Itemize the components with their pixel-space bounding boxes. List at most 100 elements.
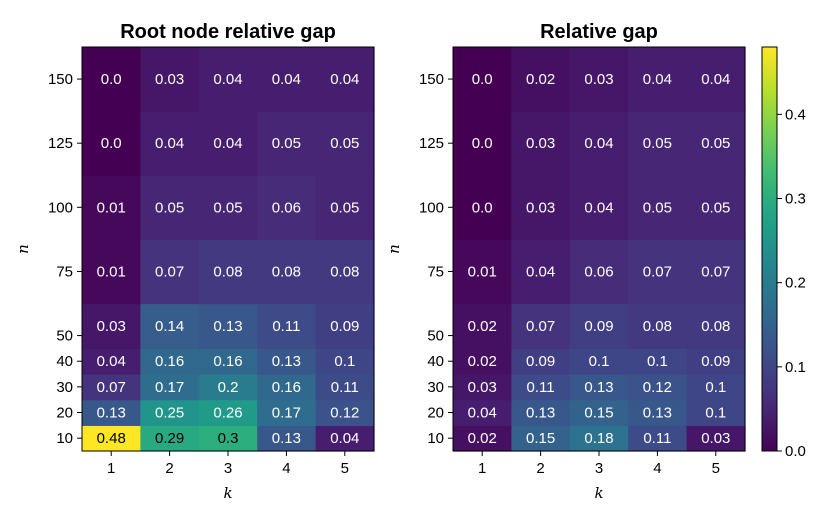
heatmap-relative-gap: 0.02 0.15 0.18 0.11 0.030.04 0.13 0.15 0.13 0.10… [385, 21, 746, 502]
colorbar-tick-label: 0.3 [785, 191, 806, 208]
heatmap-cell [140, 175, 200, 240]
heatmap-cell [511, 374, 571, 401]
x-axis-label: k [223, 484, 232, 502]
cell-value-label: 0.08 [643, 318, 672, 335]
cell-value-label: 0.0 [472, 71, 493, 88]
heatmap-cell [569, 111, 629, 176]
y-tick-label: 30 [427, 379, 444, 396]
cell-value-label: 0.13 [526, 405, 555, 422]
cell-value-label: 0.25 [155, 405, 184, 422]
chart-title: Relative gap [540, 21, 658, 43]
cell-value-label: 0.04 [643, 71, 672, 88]
cell-value-label: 0.04 [97, 353, 126, 370]
y-tick-label: 50 [56, 328, 73, 345]
heatmap-cell [453, 303, 512, 349]
heatmap-cell [315, 425, 375, 452]
cell-value-label: 0.03 [701, 430, 730, 447]
cell-value-label: 0.04 [584, 199, 613, 216]
cell-value-label: 0.3 [218, 430, 239, 447]
x-tick-label: 1 [478, 460, 486, 477]
cell-value-label: 0.05 [213, 199, 242, 216]
heatmap-cell [686, 111, 746, 176]
heatmap-cell [82, 303, 141, 349]
cell-value-label: 0.05 [701, 135, 730, 152]
heatmap-cell [569, 239, 629, 305]
heatmap-cell [453, 47, 512, 112]
heatmap-cell [686, 425, 746, 452]
colorbar-tick-label: 0.2 [785, 275, 806, 292]
cell-value-label: 0.15 [584, 405, 613, 422]
cell-value-label: 0.02 [468, 430, 497, 447]
colorbar-tick-label: 0.4 [785, 106, 806, 123]
cell-value-label: 0.13 [272, 353, 301, 370]
heatmap-cell [628, 374, 688, 401]
x-tick-label: 4 [653, 460, 661, 477]
cell-value-label: 0.0 [472, 199, 493, 216]
y-axis-label: n [385, 244, 403, 254]
y-tick-label: 10 [427, 430, 444, 447]
heatmap-cell [257, 239, 317, 305]
colorbar-tick-label: 0.1 [785, 359, 806, 376]
y-tick-label: 100 [419, 199, 444, 216]
cell-value-label: 0.09 [330, 318, 359, 335]
heatmap-cell [511, 303, 571, 349]
cell-value-label: 0.13 [643, 405, 672, 422]
x-tick-label: 4 [282, 460, 290, 477]
colorbar: 0.0 0.1 0.2 0.3 0.4 [761, 46, 806, 460]
heatmap-cell [628, 399, 688, 426]
cell-value-label: 0.04 [526, 263, 555, 280]
heatmap-cell [628, 425, 688, 452]
cell-value-label: 0.01 [97, 263, 126, 280]
cell-value-label: 0.14 [155, 318, 184, 335]
cell-value-label: 0.05 [272, 135, 301, 152]
cell-value-label: 0.11 [643, 430, 671, 447]
heatmap-cell [453, 175, 512, 240]
heatmap-cell [198, 374, 258, 401]
cell-value-label: 0.02 [526, 71, 555, 88]
x-axis-label: k [594, 484, 603, 502]
cell-value-label: 0.2 [218, 379, 239, 396]
heatmap-cell [198, 47, 258, 112]
x-tick-label: 3 [224, 460, 232, 477]
heatmap-root-node-relative-gap: 0.48 0.29 0.3 0.13 0.040.13 0.25 0.26 0.17 0.120… [14, 21, 375, 502]
cell-value-label: 0.13 [272, 430, 301, 447]
heatmap-cell [628, 111, 688, 176]
heatmap-cell [82, 175, 141, 240]
y-tick-label: 100 [48, 199, 73, 216]
cell-value-label: 0.04 [213, 135, 242, 152]
cell-value-label: 0.06 [272, 199, 301, 216]
heatmap-cell [140, 374, 200, 401]
cell-value-label: 0.08 [272, 263, 301, 280]
heatmap-cell [198, 399, 258, 426]
cell-value-label: 0.09 [701, 353, 730, 370]
heatmap-cell [82, 374, 141, 401]
cell-value-label: 0.08 [213, 263, 242, 280]
cell-value-label: 0.07 [155, 263, 184, 280]
heatmap-cell [198, 348, 258, 375]
cell-value-label: 0.04 [701, 71, 730, 88]
y-tick-label: 30 [56, 379, 73, 396]
cell-value-label: 0.05 [643, 199, 672, 216]
cell-value-label: 0.1 [589, 353, 610, 370]
heatmap-cell [686, 175, 746, 240]
cell-value-label: 0.01 [97, 199, 126, 216]
cell-value-label: 0.09 [584, 318, 613, 335]
heatmap-cell [315, 175, 375, 240]
cell-value-label: 0.13 [213, 318, 242, 335]
heatmap-cell [257, 399, 317, 426]
y-tick-label: 75 [427, 263, 444, 280]
cell-value-label: 0.1 [334, 353, 355, 370]
cell-value-label: 0.02 [468, 318, 497, 335]
cell-value-label: 0.04 [155, 135, 184, 152]
chart-title: Root node relative gap [120, 21, 336, 43]
y-tick-label: 50 [427, 328, 444, 345]
x-tick-label: 5 [712, 460, 720, 477]
heatmap-cell [511, 348, 571, 375]
y-tick-label: 125 [48, 135, 73, 152]
heatmap-cell [569, 348, 629, 375]
heatmap-cell [198, 303, 258, 349]
heatmap-cell [257, 47, 317, 112]
heatmap-cell [257, 374, 317, 401]
y-tick-label: 75 [56, 263, 73, 280]
heatmap-cell [511, 399, 571, 426]
